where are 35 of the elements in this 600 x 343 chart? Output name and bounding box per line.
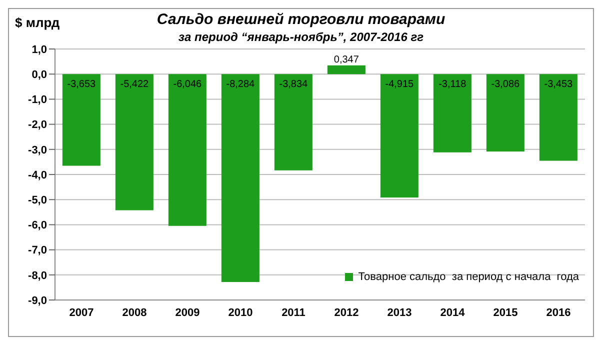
data-label: -4,915 xyxy=(385,79,414,90)
data-label: -3,834 xyxy=(279,79,308,90)
x-tick-label: 2012 xyxy=(334,306,359,319)
y-tick-label: -6,0 xyxy=(28,220,47,232)
data-label: -3,453 xyxy=(544,79,574,90)
y-axis-title: $ млрд xyxy=(15,15,60,30)
x-tick-label: 2013 xyxy=(387,306,412,319)
y-tick-label: -5,0 xyxy=(28,194,47,207)
x-tick-label: 2016 xyxy=(546,306,571,319)
x-tick-label: 2014 xyxy=(440,306,466,319)
data-label: -5,422 xyxy=(120,79,150,90)
y-tick-label: -7,0 xyxy=(28,244,47,257)
data-label: -3,653 xyxy=(67,79,96,90)
x-tick-label: 2009 xyxy=(175,306,200,319)
y-tick-label: -8,0 xyxy=(28,270,47,282)
y-tick-label: -3,0 xyxy=(28,144,47,156)
legend-label: Товарное сальдо за период с начала года xyxy=(358,271,579,283)
data-label: -3,086 xyxy=(491,79,520,90)
data-label: -3,118 xyxy=(438,79,467,90)
data-label: -6,046 xyxy=(173,79,202,90)
y-tick-label: -1,0 xyxy=(28,94,47,106)
x-tick-label: 2010 xyxy=(228,306,253,319)
x-tick-label: 2015 xyxy=(493,306,518,319)
y-tick-label: 1,0 xyxy=(32,44,47,56)
chart-title: Сальдо внешней торговли товарами xyxy=(156,11,446,28)
x-tick-label: 2008 xyxy=(122,306,147,319)
data-label: -8,284 xyxy=(226,79,256,90)
x-tick-label: 2011 xyxy=(282,306,306,319)
y-tick-label: 0,0 xyxy=(32,69,47,82)
y-tick-label: -4,0 xyxy=(28,169,47,182)
chart-subtitle: за период “январь-ноябрь”, 2007-2016 гг xyxy=(177,30,425,44)
y-tick-label: -9,0 xyxy=(28,294,47,307)
y-tick-label: -2,0 xyxy=(28,119,47,132)
data-label: 0,347 xyxy=(334,54,360,66)
x-tick-label: 2007 xyxy=(69,306,94,319)
